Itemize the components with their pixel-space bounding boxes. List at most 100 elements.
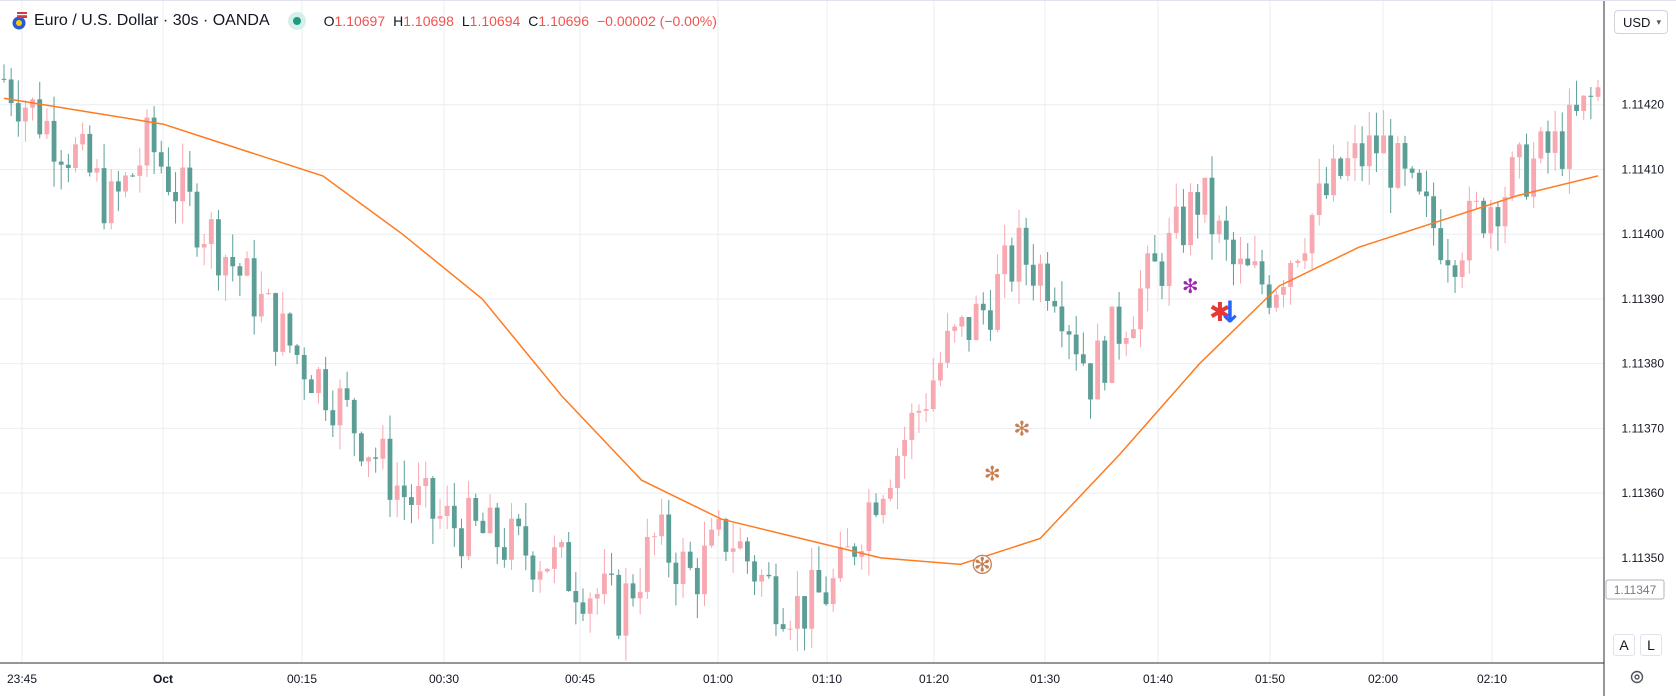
candle-body xyxy=(530,555,536,580)
time-axis[interactable]: 23:45 Oct 00:15 00:30 00:45 01:00 01:10 01:20 01… xyxy=(7,672,1507,686)
candle-body xyxy=(394,485,400,500)
candle-body xyxy=(251,258,257,317)
candle-body xyxy=(1109,306,1115,383)
candle-body xyxy=(280,313,286,352)
candle-body xyxy=(73,144,78,168)
candle-body xyxy=(580,602,586,614)
candle-body xyxy=(816,569,822,593)
candle-body xyxy=(1195,192,1201,215)
settings-gear-icon[interactable] xyxy=(1628,668,1646,686)
candle-body xyxy=(208,219,214,245)
candle-body xyxy=(1245,258,1251,266)
candle-body xyxy=(594,594,600,599)
candle-body xyxy=(1474,200,1479,202)
candle-body xyxy=(387,438,393,500)
candle-body xyxy=(1338,158,1344,176)
candle-body xyxy=(1545,131,1551,153)
candle-body xyxy=(187,167,193,192)
symbol-title[interactable]: Euro / U.S. Dollar · 30s · OANDA xyxy=(34,12,270,29)
time-tick-label: 23:45 xyxy=(7,672,37,686)
candle-body xyxy=(952,326,958,331)
candle-body xyxy=(1445,260,1451,266)
candle-body xyxy=(930,380,936,410)
ohlc-open: O1.10697 xyxy=(323,13,386,29)
candle-body xyxy=(137,165,143,176)
price-tick-label: 1.11380 xyxy=(1622,357,1665,371)
candle-body xyxy=(1038,263,1043,286)
candle-body xyxy=(37,99,43,135)
candle-body xyxy=(180,167,186,202)
current-price-tag: 1.11347 xyxy=(1605,579,1665,600)
candle-body xyxy=(666,514,672,563)
candle-body xyxy=(323,369,329,411)
candle-body xyxy=(1559,131,1565,169)
log-scale-button[interactable]: L xyxy=(1640,634,1662,656)
candle-body xyxy=(1152,253,1158,262)
candle-body xyxy=(1295,260,1301,263)
candle-body xyxy=(201,244,207,248)
candle-body xyxy=(716,519,722,530)
candle-body xyxy=(1223,220,1229,240)
candle-body xyxy=(1416,172,1422,192)
price-tick-label: 1.11350 xyxy=(1622,551,1665,565)
price-tick-label: 1.11410 xyxy=(1622,162,1665,176)
current-price-label: 1.11347 xyxy=(1614,583,1657,597)
candle-body xyxy=(616,574,622,636)
candle-body xyxy=(330,410,336,426)
candle-body xyxy=(65,164,71,168)
candle-body xyxy=(680,551,686,585)
price-tick-label: 1.11370 xyxy=(1622,421,1665,435)
candle-body xyxy=(1009,245,1015,282)
candle-body xyxy=(723,519,729,552)
candle-body xyxy=(1402,143,1408,169)
price-axis[interactable]: 1.11420 1.11410 1.11400 1.11390 1.11380 1.113… xyxy=(1622,98,1665,565)
candle-body xyxy=(1395,143,1401,188)
price-tick-label: 1.11360 xyxy=(1622,486,1665,500)
candle-body xyxy=(1452,265,1458,277)
candle-body xyxy=(1002,245,1008,275)
candle-body xyxy=(1,78,7,80)
symbol-legend: Euro / U.S. Dollar · 30s · OANDA O1.1069… xyxy=(10,10,717,32)
candle-body xyxy=(1588,95,1594,97)
time-tick-label: 00:30 xyxy=(429,672,459,686)
candle-body xyxy=(1188,192,1193,246)
candle-body xyxy=(101,168,107,224)
candle-body xyxy=(609,573,614,575)
currency-label: USD xyxy=(1623,14,1651,30)
candlestick-series xyxy=(1,64,1601,661)
candle-body xyxy=(351,399,357,434)
signal-marker: ✻ xyxy=(1014,416,1031,440)
candle-body xyxy=(1288,262,1294,287)
candle-body xyxy=(937,362,943,381)
candle-body xyxy=(1595,87,1601,97)
currency-select[interactable]: USD ▾ xyxy=(1614,10,1668,34)
candle-body xyxy=(1359,143,1365,167)
candle-body xyxy=(1273,294,1279,308)
signal-marker: ✱ xyxy=(1209,298,1231,328)
candle-body xyxy=(1459,260,1465,277)
signal-marker: ✻ xyxy=(1182,274,1199,298)
candle-body xyxy=(873,502,879,516)
candle-body xyxy=(344,388,350,400)
candle-body xyxy=(287,313,293,346)
market-open-status-icon[interactable] xyxy=(287,12,306,30)
candle-body xyxy=(880,498,886,516)
candle-body xyxy=(1509,157,1515,198)
candle-body xyxy=(709,529,715,546)
candle-body xyxy=(780,624,786,630)
auto-scale-button[interactable]: A xyxy=(1613,634,1635,656)
candle-body xyxy=(766,574,772,577)
candle-body xyxy=(1531,158,1537,197)
candle-body xyxy=(795,596,800,629)
candle-body xyxy=(151,117,157,153)
candle-body xyxy=(509,518,514,560)
candle-body xyxy=(1581,95,1587,111)
candle-body xyxy=(258,293,264,317)
candle-body xyxy=(451,505,457,529)
candle-body xyxy=(895,455,900,489)
candle-body xyxy=(773,576,779,625)
ohlc-close: C1.10696 xyxy=(528,13,589,29)
marker-circle xyxy=(972,554,992,575)
